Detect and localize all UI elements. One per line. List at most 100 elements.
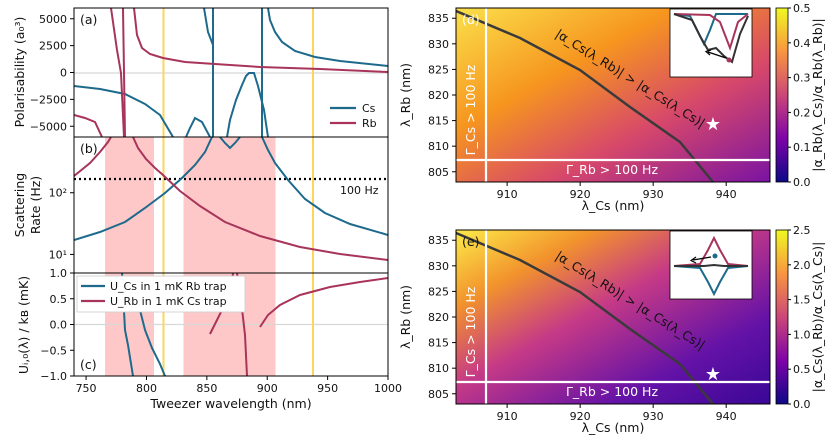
y-tick-label: 820 — [428, 311, 449, 324]
x-tick-label: 950 — [317, 382, 338, 395]
colorbar-d — [775, 7, 789, 183]
colorbar-tick-label: 0.5 — [793, 2, 811, 15]
panel-e: Γ_Cs > 100 Hz Γ_Rb > 100 Hz |α_Cs(λ_Rb)|… — [398, 224, 825, 435]
panel-label-a: (a) — [80, 12, 97, 27]
inset-e-rb-curve — [673, 235, 749, 267]
inset-e-arrow — [689, 256, 712, 264]
y-tick-label: 5000 — [39, 13, 67, 26]
y-ticks-e: 805 810 815 820 825 830 835 — [428, 234, 456, 401]
threshold-label-rb-d: Γ_Rb > 100 Hz — [566, 162, 658, 177]
marker-star-d: ★ — [705, 114, 721, 135]
y-axis-label-b-line1: Scattering — [12, 173, 27, 237]
x-tick-label: 850 — [196, 382, 217, 395]
x-ticks-d: 910 920 930 940 — [497, 182, 737, 201]
x-tick-label: 920 — [570, 188, 591, 201]
colorbar-tick-label: 0.0 — [793, 176, 811, 189]
series-cs-b — [74, 137, 388, 241]
y-tick-label: −1.0 — [40, 370, 67, 383]
series-rb-a — [74, 8, 388, 137]
inset-d — [669, 8, 753, 78]
y-tick-label: −5000 — [30, 120, 67, 133]
y-tick-label: 825 — [428, 63, 449, 76]
y-tick-label: 805 — [428, 388, 449, 401]
boundary-curve-e — [455, 231, 714, 405]
reference-label: 100 Hz — [340, 184, 379, 197]
y-tick-label: 10¹ — [49, 248, 67, 261]
legend-label-urb: U_Rb in 1 mK Cs trap — [110, 295, 227, 308]
x-tick-label: 920 — [570, 410, 591, 423]
inset-d-sum-curve — [673, 13, 749, 64]
y-ticks-b: 10¹ 10² — [49, 187, 74, 261]
series-rb-b — [74, 137, 388, 261]
colorbar-label-e: |α_Cs(λ_Rb)/α_Cs(λ_Cs)| — [810, 242, 825, 393]
colorbar-tick-label: 0.2 — [793, 106, 811, 119]
colorbar-tick-label: 0.4 — [793, 37, 811, 50]
x-ticks-e: 910 920 930 940 — [497, 404, 737, 423]
marker-star-e: ★ — [705, 364, 721, 385]
x-tick-label: 930 — [643, 188, 664, 201]
y-tick-label: −2500 — [30, 93, 67, 106]
legend-label-cs: Cs — [362, 102, 376, 115]
colorbar-tick-label: 2.0 — [793, 259, 811, 272]
panel-a: −5000 −2500 0 2500 5000 (a) Polarisability (… — [12, 7, 389, 138]
colorbar-e — [775, 229, 789, 405]
inset-d-dot — [726, 57, 732, 63]
colorbar-tick-label: 1.0 — [793, 328, 811, 341]
panel-b: 10¹ 10² (b) 100 Hz Scattering Rate (Hz) — [12, 136, 389, 274]
colorbar-tick-label: 1.5 — [793, 294, 811, 307]
y-tick-label: 820 — [428, 89, 449, 102]
y-ticks-d: 805 810 815 820 825 830 835 — [428, 12, 456, 179]
colorbar-tick-label: 0.3 — [793, 72, 811, 85]
y-axis-label-d: λ_Rb (nm) — [398, 63, 413, 127]
colorbar-tick-label: 0.5 — [793, 363, 811, 376]
y-tick-label: 10² — [49, 187, 67, 200]
inset-d-rb-curve — [673, 13, 749, 52]
y-axis-label-c: Uᵢ,₀(λ) / kʙ (mK) — [16, 276, 31, 374]
inset-e-sum-curve — [674, 263, 748, 267]
x-tick-label: 940 — [716, 188, 737, 201]
inset-e-cs-curve — [673, 265, 749, 297]
inset-d-arrow — [704, 49, 727, 59]
y-tick-label: 1.0 — [50, 267, 68, 280]
x-axis-label-c: Tweezer wavelength (nm) — [149, 396, 311, 411]
series-cs-a — [74, 8, 388, 137]
threshold-label-cs-d: Γ_Cs > 100 Hz — [463, 64, 478, 155]
inset-e-dot — [712, 253, 718, 259]
shade-region-1-b — [105, 137, 154, 273]
y-axis-label-e: λ_Rb (nm) — [398, 285, 413, 349]
y-tick-label: 805 — [428, 166, 449, 179]
y-ticks-c: −1.0 −0.5 0.0 0.5 1.0 — [40, 267, 74, 383]
panel-label-e: (e) — [462, 234, 479, 249]
panel-label-d: (d) — [462, 12, 480, 27]
panel-d: Γ_Cs > 100 Hz Γ_Rb > 100 Hz |α_Cs(λ_Rb)|… — [398, 2, 825, 213]
x-tick-label: 750 — [76, 382, 97, 395]
x-tick-label: 910 — [497, 410, 518, 423]
colorbar-ticks-e: 0.0 0.5 1.0 1.5 2.0 2.5 — [788, 224, 811, 411]
colorbar-tick-label: 0.0 — [793, 398, 811, 411]
rb-a-resonance — [122, 8, 126, 137]
x-tick-label: 800 — [136, 382, 157, 395]
colorbar-tick-label: 0.1 — [793, 141, 811, 154]
panel-c: −1.0 −0.5 0.0 0.5 1.0 750 800 850 900 950 1000 (c… — [16, 267, 402, 411]
x-tick-label: 930 — [643, 410, 664, 423]
y-ticks-a: −5000 −2500 0 2500 5000 — [30, 13, 74, 133]
x-tick-label: 940 — [716, 410, 737, 423]
threshold-label-cs-e: Γ_Cs > 100 Hz — [463, 286, 478, 377]
y-tick-label: 835 — [428, 12, 449, 25]
y-axis-label-a: Polarisability (a₀³) — [12, 17, 27, 128]
legend-a: Cs Rb — [330, 102, 377, 130]
legend-label-rb: Rb — [362, 117, 377, 130]
x-tick-label: 900 — [257, 382, 278, 395]
y-tick-label: 2500 — [39, 40, 67, 53]
x-axis-label-e: λ_Cs (nm) — [582, 420, 645, 435]
y-tick-label: 815 — [428, 337, 449, 350]
y-tick-label: 0 — [60, 67, 67, 80]
y-tick-label: −0.5 — [40, 344, 67, 357]
y-axis-label-b-line2: Rate (Hz) — [28, 176, 43, 234]
legend-c: U_Cs in 1 mK Rb trap U_Rb in 1 mK Cs tra… — [76, 275, 246, 313]
colorbar-ticks-d: 0.0 0.1 0.2 0.3 0.4 0.5 — [788, 2, 811, 189]
threshold-label-rb-e: Γ_Rb > 100 Hz — [566, 384, 658, 399]
y-tick-label: 815 — [428, 115, 449, 128]
x-tick-label: 910 — [497, 188, 518, 201]
